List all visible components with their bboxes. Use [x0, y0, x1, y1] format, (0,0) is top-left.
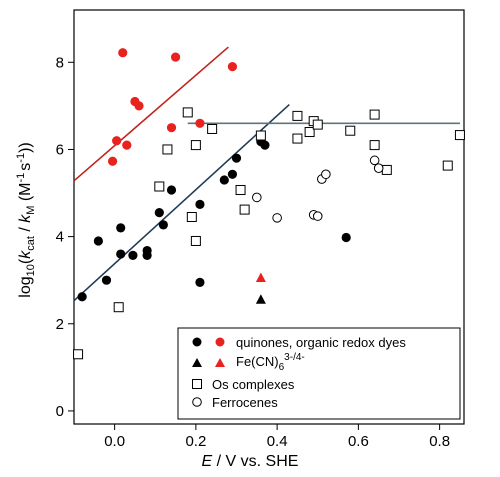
legend-black-triangle-marker	[192, 358, 202, 367]
data-point-open-square-4-12	[292, 110, 303, 121]
x-tick-label: 0.0	[104, 433, 125, 450]
data-point-filled-triangle-3-0	[255, 272, 266, 283]
fit-line-0	[73, 46, 229, 182]
legend-red-circle-marker	[215, 337, 225, 347]
data-point-filled-circle-1-2	[118, 48, 128, 58]
data-point-filled-circle-0-4	[116, 249, 126, 259]
data-point-filled-circle-0-5	[128, 250, 138, 260]
data-point-filled-circle-0-7	[142, 250, 152, 260]
data-point-filled-circle-0-18	[341, 232, 351, 243]
data-point-filled-circle-1-8	[195, 118, 205, 128]
legend: quinones, organic redox dyes Fe(CN)63-/4…	[177, 327, 461, 420]
x-axis-title: E / V vs. SHE	[202, 453, 299, 470]
y-tick-label: 6	[56, 141, 64, 158]
legend-red-triangle-marker	[215, 358, 225, 367]
data-point-filled-circle-0-14	[227, 169, 238, 179]
data-point-filled-circle-0-3	[116, 223, 126, 233]
data-point-open-square-4-19	[369, 109, 380, 120]
y-axis: 0 2 4 6 8	[56, 54, 74, 420]
data-point-filled-triangle-2-0	[255, 294, 266, 304]
data-point-open-circle-5-7	[373, 163, 384, 173]
data-point-filled-circle-0-2	[101, 275, 112, 285]
y-tick-label: 2	[56, 316, 64, 333]
data-point-filled-circle-1-6	[166, 123, 177, 133]
data-point-filled-circle-0-1	[93, 236, 103, 246]
data-point-filled-circle-1-3	[122, 140, 132, 150]
data-point-filled-circle-1-5	[134, 101, 144, 111]
legend-label-ferricyanide: Fe(CN)63-/4-	[236, 352, 305, 373]
x-tick-label: 0.2	[185, 433, 206, 450]
data-point-open-circle-5-5	[321, 169, 331, 180]
data-point-open-circle-5-6	[369, 155, 380, 166]
legend-label-os-complexes: Os complexes	[212, 377, 295, 392]
legend-open-circle-marker	[192, 397, 202, 407]
data-point-open-square-4-7	[190, 140, 201, 151]
legend-box	[177, 327, 461, 420]
data-point-open-square-4-6	[190, 235, 201, 246]
data-points	[73, 48, 465, 360]
data-point-filled-circle-0-10	[166, 185, 177, 195]
data-point-open-square-4-13	[292, 133, 303, 144]
data-point-filled-circle-1-0	[107, 156, 118, 166]
data-point-open-square-4-20	[381, 164, 392, 175]
data-point-filled-circle-0-9	[158, 220, 168, 230]
y-tick-label: 8	[56, 54, 64, 71]
fit-lines	[73, 46, 460, 302]
legend-open-square-marker	[192, 379, 202, 389]
data-point-open-square-4-4	[182, 107, 193, 118]
data-point-open-square-4-0	[73, 349, 84, 360]
y-tick-label: 4	[56, 229, 64, 246]
data-point-open-square-4-9	[235, 184, 246, 195]
data-point-open-square-4-21	[442, 160, 453, 171]
data-point-open-circle-5-0	[252, 192, 262, 203]
data-point-open-square-4-5	[186, 212, 197, 222]
data-point-open-square-4-10	[239, 204, 250, 215]
data-point-filled-circle-0-17	[260, 140, 270, 150]
legend-black-circle-marker	[192, 337, 202, 347]
data-point-open-square-4-18	[369, 140, 380, 151]
data-point-filled-circle-1-1	[112, 136, 122, 146]
x-tick-label: 0.4	[267, 433, 288, 450]
x-tick-label: 0.8	[429, 433, 450, 450]
plot-frame	[73, 9, 465, 425]
data-point-filled-circle-0-8	[154, 208, 164, 218]
data-point-open-square-4-14	[304, 127, 315, 138]
data-point-open-square-4-11	[255, 130, 266, 141]
data-point-filled-circle-0-13	[219, 175, 229, 185]
y-axis-title: log10(kcat / kM (M-1s-1))	[15, 142, 37, 297]
data-point-filled-circle-0-0	[77, 292, 87, 302]
data-point-open-square-4-3	[162, 144, 173, 155]
data-point-open-square-4-22	[454, 130, 465, 141]
data-point-filled-circle-0-15	[231, 153, 242, 163]
data-point-open-circle-5-1	[272, 213, 282, 223]
fit-line-1	[73, 103, 290, 302]
data-point-open-square-4-8	[207, 123, 218, 134]
x-tick-label: 0.6	[348, 433, 369, 450]
data-point-filled-circle-0-12	[195, 277, 205, 287]
legend-label-ferrocenes: Ferrocenes	[212, 395, 278, 410]
data-point-open-square-4-17	[345, 125, 356, 136]
data-point-open-circle-5-3	[312, 211, 323, 221]
data-point-filled-circle-1-7	[170, 52, 181, 62]
x-axis: 0.0 0.2 0.4 0.6 0.8	[104, 424, 450, 450]
data-point-open-square-4-1	[113, 302, 124, 313]
data-point-filled-circle-0-11	[195, 199, 205, 209]
data-point-open-square-4-2	[154, 181, 165, 192]
data-point-filled-circle-1-9	[227, 62, 238, 72]
data-point-open-square-4-16	[312, 119, 323, 130]
legend-label-quinones: quinones, organic redox dyes	[236, 335, 406, 350]
y-tick-label: 0	[56, 403, 64, 420]
